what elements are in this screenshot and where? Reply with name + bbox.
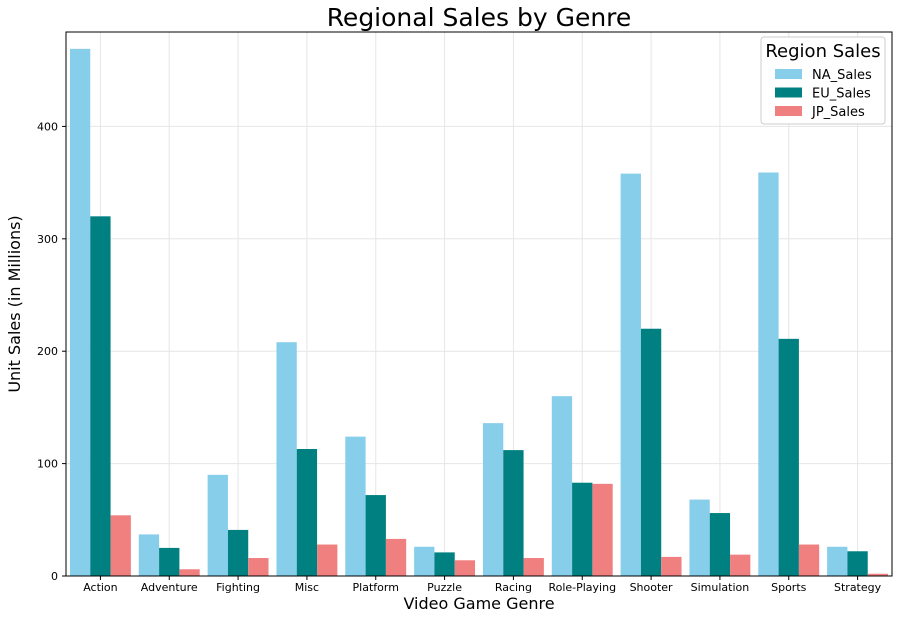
x-tick-label: Fighting	[216, 581, 260, 594]
x-tick-label: Shooter	[630, 581, 673, 594]
bar-na-sales-strategy	[827, 546, 848, 576]
bar-jp-sales-sports	[798, 544, 820, 576]
bar-jp-sales-strategy	[867, 573, 889, 576]
bar-eu-sales-misc	[296, 448, 318, 576]
legend-label: EU_Sales	[812, 87, 871, 102]
x-axis-title: Video Game Genre	[403, 594, 554, 613]
bar-na-sales-platform	[345, 436, 366, 576]
bar-eu-sales-racing	[503, 450, 524, 576]
bar-jp-sales-misc	[317, 544, 338, 576]
x-tick-label: Platform	[353, 581, 399, 594]
legend-swatch	[775, 69, 802, 79]
bar-eu-sales-fighting	[227, 529, 249, 576]
bar-jp-sales-fighting	[248, 558, 269, 576]
x-tick-label: Puzzle	[427, 581, 462, 594]
y-axis: 0 100 200 300 400	[37, 120, 66, 583]
x-tick-label: Action	[83, 581, 117, 594]
x-tick-label: Sports	[771, 581, 807, 594]
y-tick-label: 400	[37, 120, 58, 133]
legend-title: Region Sales	[765, 41, 880, 62]
x-axis: Action Adventure Fighting Misc Platform Puzzl…	[83, 576, 882, 594]
bar-jp-sales-shooter	[661, 556, 682, 576]
bar-eu-sales-sports	[778, 338, 799, 576]
x-tick-label: Racing	[495, 581, 532, 594]
bar-na-sales-puzzle	[414, 546, 435, 576]
y-tick-label: 300	[37, 233, 58, 246]
bar-jp-sales-racing	[523, 558, 544, 576]
y-tick-label: 200	[37, 345, 58, 358]
bar-jp-sales-platform	[385, 538, 407, 576]
x-tick-label: Strategy	[834, 581, 882, 594]
bar-na-sales-misc	[276, 342, 297, 576]
bar-eu-sales-role-playing	[572, 482, 593, 576]
x-tick-label: Simulation	[691, 581, 750, 594]
bar-eu-sales-shooter	[640, 328, 662, 576]
bar-na-sales-sports	[758, 172, 779, 577]
bar-eu-sales-puzzle	[434, 552, 455, 576]
legend-swatch	[775, 106, 802, 116]
bar-na-sales-simulation	[689, 499, 710, 576]
x-tick-label: Misc	[295, 581, 319, 594]
bar-na-sales-action	[69, 48, 91, 577]
bar-eu-sales-strategy	[847, 551, 868, 576]
bar-eu-sales-platform	[365, 495, 386, 576]
legend: Region Sales NA_Sales EU_Sales JP_Sales	[760, 36, 886, 125]
bar-jp-sales-action	[110, 515, 131, 576]
bar-na-sales-fighting	[207, 474, 228, 576]
bar-eu-sales-action	[90, 216, 111, 577]
legend-box	[760, 36, 886, 125]
y-axis-title: Unit Sales (in Millions)	[5, 215, 24, 392]
bar-na-sales-shooter	[620, 173, 641, 577]
x-tick-label: Adventure	[141, 581, 198, 594]
bar-eu-sales-adventure	[159, 547, 180, 576]
y-tick-label: 0	[51, 570, 58, 583]
bar-jp-sales-simulation	[730, 554, 751, 576]
bar-jp-sales-puzzle	[454, 560, 476, 576]
bar-na-sales-adventure	[138, 534, 160, 576]
legend-label: NA_Sales	[812, 68, 872, 83]
legend-label: JP_Sales	[811, 105, 865, 120]
x-tick-label: Role-Playing	[548, 581, 616, 594]
legend-items: NA_Sales EU_Sales JP_Sales	[775, 68, 872, 120]
bar-na-sales-racing	[482, 423, 504, 576]
bar-jp-sales-role-playing	[592, 483, 613, 576]
chart-title: Regional Sales by Genre	[327, 3, 632, 32]
y-tick-label: 100	[37, 458, 58, 471]
bars	[69, 48, 889, 577]
legend-swatch	[775, 87, 802, 98]
bar-jp-sales-adventure	[179, 569, 200, 576]
plot-frame	[65, 31, 893, 577]
bar-na-sales-role-playing	[551, 396, 573, 576]
bar-eu-sales-simulation	[709, 513, 731, 576]
